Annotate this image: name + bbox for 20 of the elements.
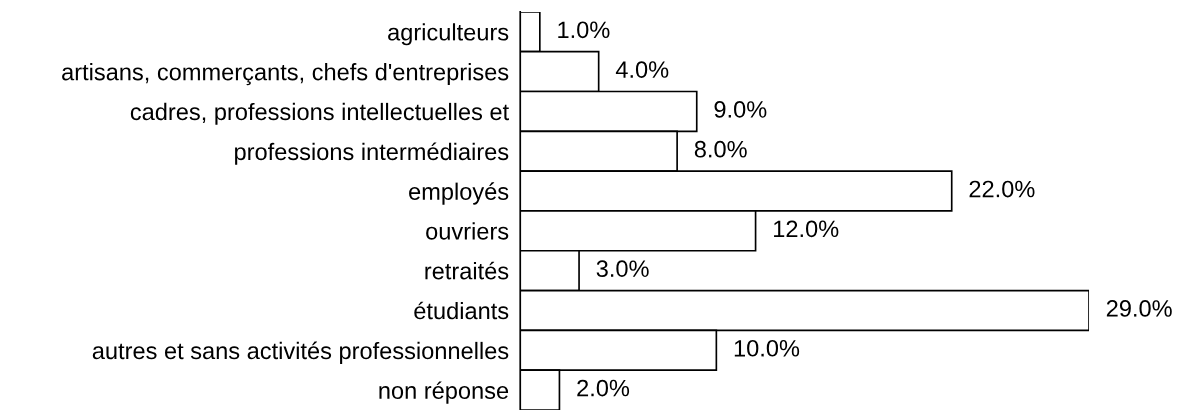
data-label: 3.0% [596, 260, 649, 277]
data-label: 12.0% [774, 220, 839, 238]
y-tick-label: employés [409, 182, 509, 205]
data-label: 8.0% [694, 140, 747, 158]
y-tick-label: agriculteurs [388, 23, 509, 46]
data-label: 22.0% [969, 180, 1035, 198]
y-tick-label: artisans, commerçants, chefs d'entreprises [62, 63, 509, 86]
data-label: 4.0% [615, 61, 669, 78]
data-label: 2.0% [577, 379, 630, 397]
data-label: 10.0% [734, 339, 800, 357]
y-tick-label: retraités [425, 261, 509, 280]
y-tick-label: étudiants [414, 301, 509, 320]
data-label: 1.0% [558, 21, 610, 39]
y-tick-label: non réponse [379, 381, 509, 404]
y-tick-label: autres et sans activités professionnelles [92, 341, 509, 364]
data-label: 29.0% [1106, 300, 1172, 317]
y-tick-label: professions intermédiaires [235, 142, 509, 165]
y-tick-label: ouvriers [426, 222, 509, 240]
data-label: 9.0% [714, 101, 767, 118]
y-tick-label: cadres, professions intellectuelles et [130, 102, 509, 125]
